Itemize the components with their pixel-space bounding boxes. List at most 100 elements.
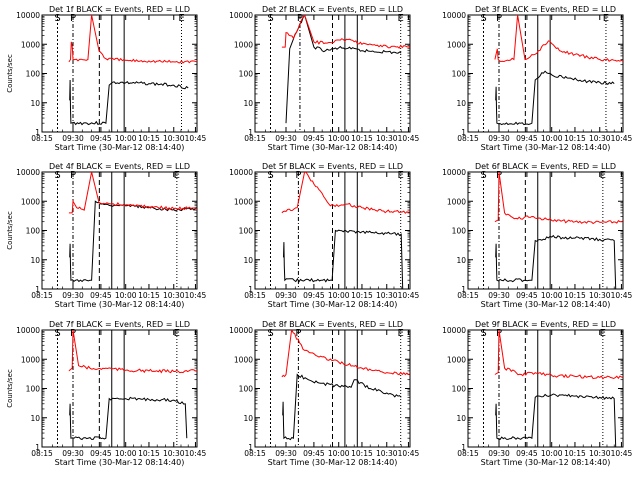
y-tick-label: 1000 xyxy=(234,355,253,364)
x-tick-label: 09:45 xyxy=(90,134,112,143)
marker-label-p: P xyxy=(70,170,76,181)
lld-series-line xyxy=(281,172,410,214)
lld-series-line xyxy=(68,172,197,214)
x-tick-label: 09:45 xyxy=(516,449,538,458)
panel-det-9: Det 9f BLACK = Events, RED = LLD 1 10 100 10… xyxy=(442,320,632,467)
x-tick-label: 10:00 xyxy=(541,134,563,143)
x-axis-label: Start Time (30-Mar-12 08:14:40) xyxy=(268,458,398,467)
marker-label-s: S xyxy=(54,13,60,24)
y-tick-label: 100 xyxy=(26,227,41,236)
lld-series-line xyxy=(68,330,197,374)
y-tick-label: 1000 xyxy=(234,197,253,206)
y-tick-label: 1 xyxy=(461,285,466,294)
y-tick-label: 1000 xyxy=(21,355,40,364)
x-tick-label: 10:30 xyxy=(376,134,398,143)
panel-title: Det 8f BLACK = Events, RED = LLD xyxy=(262,320,403,329)
x-tick-label: 10:15 xyxy=(564,134,586,143)
y-tick-label: 1 xyxy=(35,443,40,452)
x-tick-label: 10:30 xyxy=(163,291,185,300)
marker-label-e: E xyxy=(178,13,184,24)
y-tick-label: 1 xyxy=(461,443,466,452)
panel-title: Det 4f BLACK = Events, RED = LLD xyxy=(49,162,190,171)
x-tick-label: 08:15 xyxy=(244,291,266,300)
y-tick-label: 100 xyxy=(26,385,41,394)
x-tick-label: 09:45 xyxy=(516,134,538,143)
y-tick-label: 100 xyxy=(239,70,254,79)
marker-label-s: S xyxy=(54,170,60,181)
x-axis-label: Start Time (30-Mar-12 08:14:40) xyxy=(55,300,185,309)
x-tick-label: 10:15 xyxy=(351,134,373,143)
x-tick-label: 08:15 xyxy=(31,291,53,300)
x-tick-label: 09:30 xyxy=(275,449,297,458)
y-tick-label: 10000 xyxy=(16,168,40,177)
x-tick-label: 09:30 xyxy=(488,449,510,458)
y-tick-label: 1 xyxy=(248,443,253,452)
x-tick-label: 10:30 xyxy=(163,134,185,143)
marker-label-s: S xyxy=(267,13,273,24)
marker-label-e: E xyxy=(603,13,609,24)
marker-label-e: E xyxy=(398,328,404,339)
x-tick-label: 10:15 xyxy=(138,449,160,458)
y-tick-label: 100 xyxy=(239,385,254,394)
panel-title: Det 1f BLACK = Events, RED = LLD xyxy=(49,5,190,14)
panel-title: Det 2f BLACK = Events, RED = LLD xyxy=(262,5,403,14)
events-series-line xyxy=(282,373,402,441)
panel-det-8: Det 8f BLACK = Events, RED = LLD 1 10 100 10… xyxy=(229,320,419,467)
marker-label-s: S xyxy=(267,328,273,339)
y-tick-label: 10 xyxy=(30,414,40,423)
y-tick-label: 10000 xyxy=(229,11,253,20)
y-tick-label: 1 xyxy=(35,285,40,294)
y-axis-label: Counts/sec xyxy=(6,54,14,93)
marker-label-p: P xyxy=(295,328,301,339)
events-series-line xyxy=(495,70,615,126)
x-axis-label: Start Time (30-Mar-12 08:14:40) xyxy=(55,143,185,152)
x-tick-label: 10:00 xyxy=(541,291,563,300)
x-tick-label: 10:45 xyxy=(611,291,633,300)
lld-series-line xyxy=(68,15,197,64)
marker-label-s: S xyxy=(480,13,486,24)
x-axis-label: Start Time (30-Mar-12 08:14:40) xyxy=(268,300,398,309)
marker-label-e: E xyxy=(398,170,404,181)
x-tick-label: 10:15 xyxy=(351,449,373,458)
x-tick-label: 09:45 xyxy=(90,291,112,300)
x-tick-label: 10:45 xyxy=(185,134,207,143)
events-series-line xyxy=(69,396,188,441)
y-tick-label: 100 xyxy=(26,70,41,79)
y-tick-label: 100 xyxy=(452,70,467,79)
events-series-line xyxy=(69,200,197,283)
marker-label-e: E xyxy=(600,328,606,339)
x-tick-label: 10:45 xyxy=(185,449,207,458)
panel-title: Det 7f BLACK = Events, RED = LLD xyxy=(49,320,190,329)
x-tick-label: 10:30 xyxy=(376,291,398,300)
marker-label-p: P xyxy=(70,13,76,24)
y-tick-label: 10 xyxy=(30,256,40,265)
x-tick-label: 08:15 xyxy=(244,134,266,143)
x-tick-label: 10:00 xyxy=(328,291,350,300)
x-tick-label: 10:30 xyxy=(589,449,611,458)
x-tick-label: 08:15 xyxy=(457,291,479,300)
x-axis-label: Start Time (30-Mar-12 08:14:40) xyxy=(268,143,398,152)
x-tick-label: 10:30 xyxy=(589,134,611,143)
panel-det-5: Det 5f BLACK = Events, RED = LLD 1 10 100 10… xyxy=(229,162,419,309)
y-tick-label: 10000 xyxy=(16,326,40,335)
x-tick-label: 09:45 xyxy=(516,291,538,300)
x-tick-label: 08:15 xyxy=(244,449,266,458)
x-tick-label: 09:45 xyxy=(303,291,325,300)
x-tick-label: 08:15 xyxy=(457,134,479,143)
y-tick-label: 10 xyxy=(243,256,253,265)
lld-series-line xyxy=(281,15,410,49)
x-tick-label: 09:45 xyxy=(90,449,112,458)
panel-det-1: Det 1f BLACK = Events, RED = LLD 1 10 100 10… xyxy=(6,5,206,152)
y-tick-label: 10000 xyxy=(442,11,466,20)
marker-label-s: S xyxy=(54,328,60,339)
marker-label-s: S xyxy=(480,328,486,339)
y-tick-label: 10 xyxy=(30,99,40,108)
y-tick-label: 10000 xyxy=(229,168,253,177)
y-tick-label: 1 xyxy=(35,128,40,137)
x-tick-label: 10:00 xyxy=(328,449,350,458)
marker-label-p: P xyxy=(496,13,502,24)
x-tick-label: 10:00 xyxy=(541,449,563,458)
plot-frame xyxy=(467,14,624,133)
